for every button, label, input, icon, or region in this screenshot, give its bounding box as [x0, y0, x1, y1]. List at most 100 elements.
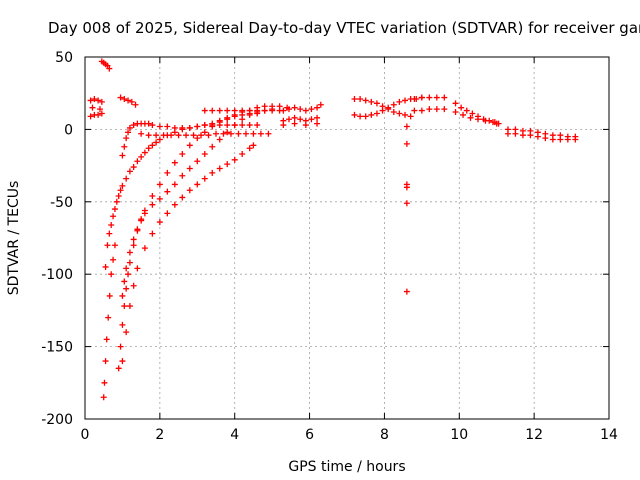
- data-point: [239, 116, 246, 123]
- y-tick-label: -50: [50, 195, 73, 211]
- data-point: [285, 106, 292, 113]
- data-point: [220, 130, 227, 137]
- data-point: [156, 181, 163, 188]
- data-point: [224, 161, 231, 168]
- data-point: [512, 130, 519, 137]
- data-point: [164, 123, 171, 130]
- data-point: [126, 168, 133, 175]
- data-point: [175, 132, 182, 139]
- series-s4: [102, 122, 261, 270]
- data-point: [138, 130, 145, 137]
- data-point: [403, 123, 410, 130]
- data-point: [121, 278, 128, 285]
- data-point: [254, 122, 261, 129]
- series-s8: [119, 120, 152, 159]
- data-point: [105, 314, 112, 321]
- data-point: [106, 292, 113, 299]
- data-point: [194, 123, 201, 130]
- data-point: [149, 142, 156, 149]
- data-point: [302, 122, 309, 129]
- data-point: [385, 104, 392, 111]
- series-s2: [87, 95, 105, 120]
- data-point: [171, 201, 178, 208]
- data-point: [317, 101, 324, 108]
- data-point: [403, 200, 410, 207]
- data-point: [460, 111, 467, 118]
- data-point: [130, 282, 137, 289]
- data-point: [475, 116, 481, 123]
- y-tick-label: 50: [55, 50, 73, 66]
- data-point: [171, 159, 178, 166]
- data-point: [125, 129, 132, 136]
- data-point: [291, 120, 298, 127]
- data-point: [357, 95, 364, 102]
- data-point: [126, 124, 133, 131]
- data-point: [171, 124, 178, 131]
- data-point: [141, 210, 148, 217]
- data-point: [246, 145, 253, 152]
- data-point: [297, 116, 304, 123]
- data-point: [164, 169, 171, 176]
- data-point: [308, 116, 315, 123]
- data-point: [362, 97, 369, 104]
- data-point: [452, 100, 459, 107]
- data-point: [119, 292, 126, 299]
- data-point: [194, 135, 201, 142]
- data-point: [426, 94, 433, 101]
- plot-frame: [84, 56, 610, 420]
- data-point: [110, 256, 117, 263]
- data-point: [103, 336, 110, 343]
- data-point: [201, 107, 208, 114]
- data-point: [126, 259, 133, 266]
- data-point: [390, 109, 397, 116]
- data-point: [441, 106, 448, 113]
- data-point: [403, 184, 410, 191]
- data-point: [87, 113, 94, 120]
- data-point: [433, 94, 440, 101]
- x-tick-label: 12: [525, 427, 543, 443]
- data-point: [390, 101, 397, 108]
- data-point: [153, 132, 160, 139]
- data-point: [542, 135, 549, 142]
- data-point: [160, 132, 167, 139]
- data-point: [297, 106, 304, 113]
- data-point: [216, 165, 223, 172]
- data-point: [156, 219, 163, 226]
- data-point: [396, 110, 403, 117]
- data-point: [117, 187, 124, 194]
- data-point: [190, 132, 197, 139]
- data-point: [125, 97, 132, 104]
- data-point: [257, 130, 264, 137]
- data-point: [213, 130, 219, 137]
- series-s17: [452, 100, 502, 127]
- data-point: [156, 123, 163, 130]
- data-point: [246, 107, 253, 114]
- data-point: [205, 132, 212, 139]
- data-point: [209, 143, 216, 150]
- data-point: [149, 230, 156, 237]
- x-tick-label: 2: [155, 427, 164, 443]
- data-point: [121, 95, 128, 102]
- data-point: [239, 151, 246, 158]
- data-point: [149, 122, 156, 129]
- data-point: [198, 132, 205, 139]
- data-point: [87, 97, 94, 104]
- data-point: [216, 117, 223, 124]
- chart-title: Day 008 of 2025, Sidereal Day-to-day VTE…: [48, 19, 640, 37]
- data-point: [403, 288, 410, 295]
- data-point: [441, 94, 448, 101]
- data-point: [209, 107, 216, 114]
- data-point: [111, 242, 118, 249]
- data-point: [123, 175, 130, 182]
- data-point: [179, 194, 186, 201]
- data-point: [171, 181, 178, 188]
- data-point: [95, 97, 102, 104]
- data-point: [549, 136, 556, 143]
- data-point: [123, 135, 130, 142]
- data-point: [89, 104, 96, 111]
- data-point: [426, 106, 433, 113]
- data-point: [117, 94, 124, 101]
- series-s11: [138, 130, 272, 139]
- data-point: [411, 107, 418, 114]
- series-s10: [119, 142, 257, 365]
